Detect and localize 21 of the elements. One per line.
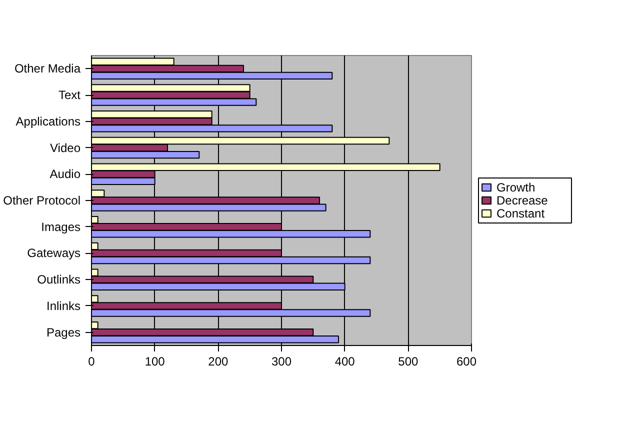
y-tick-label: Other Media bbox=[14, 62, 81, 76]
x-tick-label: 500 bbox=[398, 354, 419, 368]
x-tick-label: 100 bbox=[144, 354, 166, 368]
y-tick-label: Images bbox=[41, 220, 81, 234]
x-tick-label: 400 bbox=[334, 354, 356, 368]
x-tick-label: 0 bbox=[88, 354, 96, 368]
x-tick-label: 600 bbox=[456, 354, 477, 368]
y-tick-label: Audio bbox=[50, 167, 81, 182]
y-tick-label: Text bbox=[58, 88, 82, 102]
y-tick-label: Pages bbox=[46, 325, 81, 340]
legend-label: Growth bbox=[496, 180, 536, 194]
y-tick-label: Outlinks bbox=[37, 272, 81, 287]
x-tick-label: 200 bbox=[208, 354, 229, 368]
y-tick-label: Applications bbox=[16, 114, 81, 128]
y-tick-label: Gateways bbox=[27, 246, 81, 260]
legend-label: Constant bbox=[496, 206, 546, 221]
x-tick-label: 300 bbox=[271, 354, 292, 368]
y-tick-label: Video bbox=[50, 140, 81, 155]
legend-label: Decrease bbox=[496, 194, 548, 208]
y-tick-label: Other Protocol bbox=[3, 194, 81, 208]
y-tick-label: Inlinks bbox=[46, 298, 80, 313]
